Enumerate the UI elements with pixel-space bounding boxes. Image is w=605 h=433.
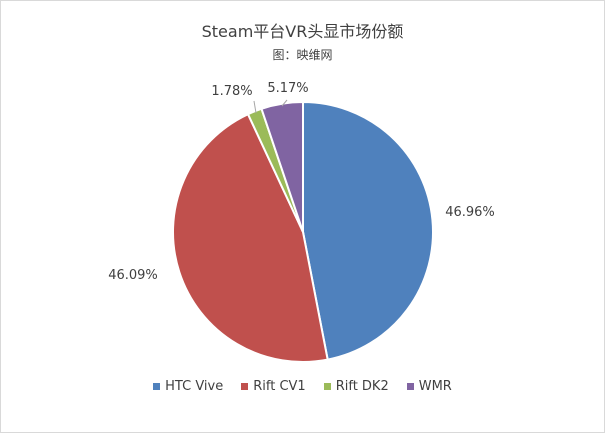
- leader-line: [281, 99, 288, 107]
- data-label: 5.17%: [267, 81, 308, 96]
- legend-label: Rift DK2: [335, 379, 389, 394]
- data-label: 46.09%: [108, 268, 158, 283]
- legend-item-htc-vive: HTC Vive: [153, 379, 223, 394]
- legend-item-rift-cv1: Rift CV1: [241, 379, 306, 394]
- legend-swatch: [153, 383, 161, 390]
- legend-label: WMR: [418, 379, 452, 394]
- legend-item-wmr: WMR: [406, 379, 452, 394]
- legend-item-rift-dk2: Rift DK2: [323, 379, 389, 394]
- legend-label: HTC Vive: [165, 379, 224, 394]
- data-label: 46.96%: [445, 205, 495, 220]
- legend-label: Rift CV1: [253, 379, 306, 394]
- pie-slice-wmr: [260, 100, 304, 233]
- chart-title: Steam平台VR头显市场份额: [201, 22, 404, 41]
- legend-swatch: [406, 383, 414, 390]
- leader-line: [253, 100, 257, 114]
- pie-slice-htc-vive: [302, 100, 434, 361]
- data-label: 1.78%: [211, 84, 252, 99]
- legend-swatch: [323, 383, 331, 390]
- legend-swatch: [241, 383, 249, 390]
- chart-legend: HTC Vive Rift CV1 Rift DK2 WMR: [0, 379, 605, 394]
- chart-subtitle: 图：映维网: [272, 48, 333, 62]
- pie-slice-rift-cv1: [172, 112, 329, 363]
